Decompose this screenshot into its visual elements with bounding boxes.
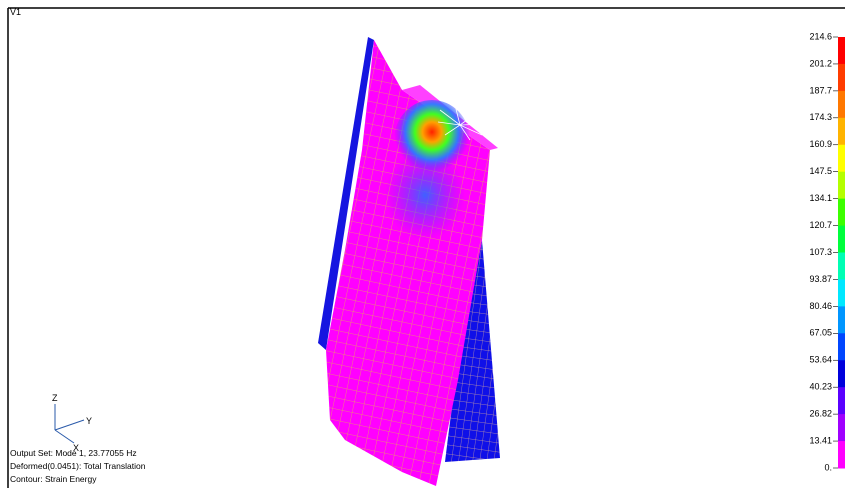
legend-label: 53.64 <box>809 355 832 365</box>
legend-label: 67.05 <box>809 328 832 338</box>
legend-swatch <box>838 279 845 306</box>
legend-swatch <box>838 199 845 226</box>
legend-label: 160.9 <box>809 139 832 149</box>
legend-label: 26.82 <box>809 409 832 419</box>
legend-swatch <box>838 172 845 199</box>
legend-label: 0. <box>824 462 832 472</box>
legend-label: 134.1 <box>809 193 832 203</box>
info-line: Contour: Strain Energy <box>10 474 97 484</box>
legend-label: 13.41 <box>809 435 832 445</box>
legend-label: 40.23 <box>809 382 832 392</box>
legend-swatch <box>838 118 845 145</box>
legend-label: 214.6 <box>809 31 832 41</box>
fea-viewport: V1 Z Y X Output Set: Mode 1, 23.77055 Hz… <box>0 0 845 488</box>
x-axis <box>55 430 74 443</box>
legend-swatch <box>838 333 845 360</box>
model <box>318 37 500 486</box>
legend-label: 93.87 <box>809 274 832 284</box>
legend-label: 147.5 <box>809 166 832 176</box>
viewport-label: V1 <box>10 7 21 17</box>
triad-label: Z <box>52 393 58 403</box>
legend-swatch <box>838 414 845 441</box>
legend-swatch <box>838 91 845 118</box>
legend-swatch <box>838 253 845 280</box>
legend-swatch <box>838 226 845 253</box>
triad-label: Y <box>86 416 92 426</box>
legend-label: 174.3 <box>809 112 832 122</box>
legend-label: 80.46 <box>809 301 832 311</box>
legend-label: 107.3 <box>809 247 832 257</box>
legend-swatch <box>838 441 845 468</box>
legend-label: 201.2 <box>809 58 832 68</box>
legend-swatch <box>838 64 845 91</box>
legend-swatch <box>838 387 845 414</box>
info-line: Output Set: Mode 1, 23.77055 Hz <box>10 448 137 458</box>
info-line: Deformed(0.0451): Total Translation <box>10 461 146 471</box>
axis-triad <box>55 404 84 443</box>
legend-swatch <box>838 306 845 333</box>
contour-hotspot <box>394 100 470 180</box>
legend-swatch <box>838 37 845 64</box>
legend-label: 187.7 <box>809 85 832 95</box>
y-axis <box>55 420 84 430</box>
legend-swatch <box>838 360 845 387</box>
color-legend: 214.6 201.2 187.7 174.3 160.9 147.5 134.1 120.7… <box>809 31 845 472</box>
legend-label: 120.7 <box>809 220 832 230</box>
legend-swatch <box>838 145 845 172</box>
